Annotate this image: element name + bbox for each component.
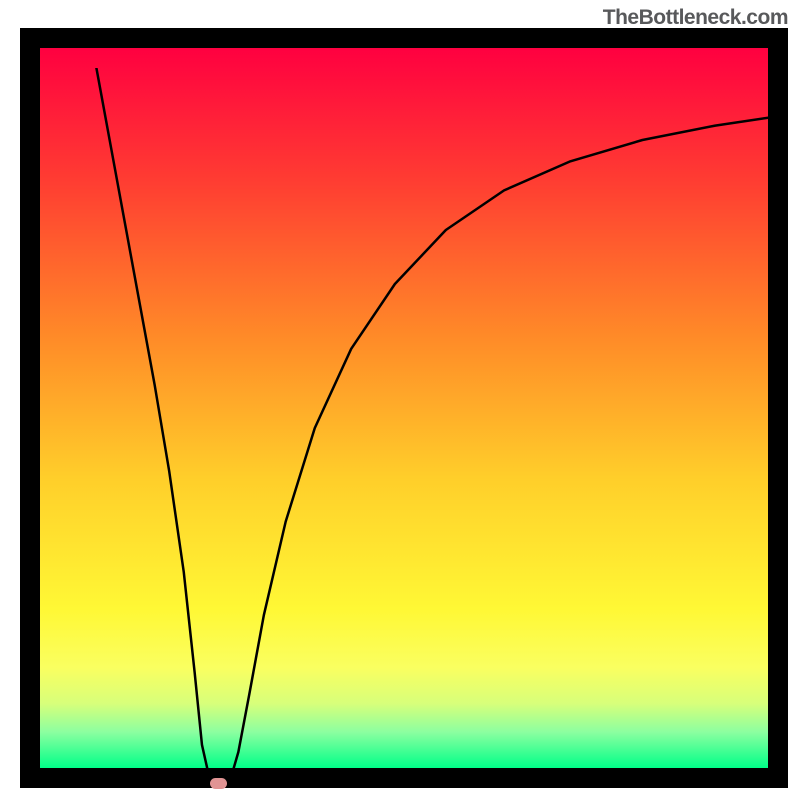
source-watermark: TheBottleneck.com: [603, 6, 788, 30]
bottleneck-chart: TheBottleneck.com: [0, 0, 800, 800]
bottleneck-curve: [60, 68, 788, 788]
plot-frame: [20, 28, 788, 788]
optimal-point-marker: [210, 778, 227, 790]
